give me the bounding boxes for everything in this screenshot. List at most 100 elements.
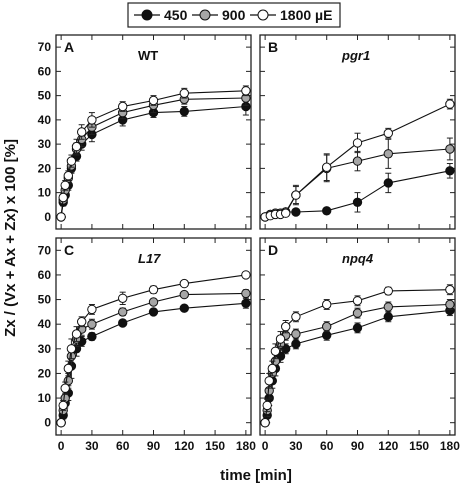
panel-letter: D [268,242,278,258]
data-point [352,138,363,148]
panel-a: 0 10 20 30 40 50 60 70 A WT [38,34,252,230]
data-point [445,285,455,295]
x-tick-label: 120 [174,439,194,453]
data-point [352,296,363,306]
y-tick-label: 0 [44,416,51,430]
y-tick-label: 40 [38,317,52,331]
y-tick-label: 10 [38,391,52,405]
legend-marker-900 [199,9,211,21]
plot-frame [55,237,252,436]
data-point [63,363,74,374]
panel-letter: B [268,39,278,55]
x-tick-label: 150 [205,439,225,453]
legend-item-900: 900 [192,7,246,23]
x-tick-label: 90 [147,439,161,453]
data-point [87,304,97,315]
data-point [445,299,455,310]
data-point [322,330,332,340]
y-tick-label: 70 [38,243,52,257]
data-point [66,344,77,354]
data-point [241,298,251,308]
panel-title: WT [138,48,158,63]
y-tick-label: 30 [38,342,52,356]
data-point [63,171,74,181]
legend-item-1800: 1800 µE [250,7,332,23]
data-point [264,376,274,386]
legend-label-1800: 1800 µE [280,7,332,23]
data-point [148,95,159,106]
x-tick-label: 60 [320,439,334,453]
legend-label-450: 450 [164,7,188,23]
data-point [322,162,332,172]
data-point [58,400,68,411]
data-point [118,293,128,303]
data-point [383,128,393,138]
data-point [352,323,363,333]
legend-item-450: 450 [134,7,188,23]
data-point [87,115,97,125]
x-tick-label: 0 [58,439,65,453]
data-point [56,418,66,428]
data-point [77,127,87,137]
data-point [383,302,393,312]
y-tick-label: 60 [38,268,52,282]
panel-letter: C [64,242,74,258]
data-point [179,289,190,300]
data-point [118,307,128,317]
y-tick-label: 60 [38,64,52,78]
data-point [291,207,301,217]
data-point [270,346,281,356]
legend-marker-1800 [257,9,269,21]
panel-letter: A [64,39,74,55]
data-point [58,192,68,203]
data-point [179,303,190,313]
data-point [179,106,190,117]
data-point [118,101,128,112]
data-point [148,307,159,317]
y-tick-label: 40 [38,113,52,127]
data-point [445,166,455,176]
data-point [383,286,393,296]
data-point [445,144,455,154]
panel-title: pgr1 [341,48,370,63]
data-point [118,318,128,328]
data-point [291,190,301,200]
panel-title: L17 [138,251,161,266]
data-point [267,363,277,374]
x-tick-label: 60 [116,439,130,453]
data-point [148,297,159,307]
data-point [275,334,286,344]
data-point [66,156,77,166]
x-axis-title: time [min] [220,467,292,484]
data-point [87,319,97,329]
data-point [445,99,455,109]
x-tick-label: 30 [85,439,99,453]
data-point [291,312,301,322]
y-tick-label: 30 [38,137,52,151]
y-tick-label: 20 [38,161,52,175]
data-point [383,312,393,322]
y-tick-label: 50 [38,89,52,103]
data-point [241,86,251,96]
data-point [383,178,393,188]
data-point [291,329,301,339]
y-tick-label: 70 [38,40,52,54]
data-point [241,288,251,299]
data-point [383,149,393,159]
x-tick-label: 30 [289,439,303,453]
data-point [281,321,291,332]
panel-c: 0 10 20 30 40 50 60 70 0 30 60 90 120 150 180 C L17 [38,237,256,453]
data-point [291,339,301,349]
data-point [260,418,270,428]
legend-label-900: 900 [222,7,246,23]
data-point [281,208,291,218]
data-point [322,321,332,332]
x-tick-label: 0 [262,439,269,453]
x-tick-label: 180 [440,439,460,453]
data-point [322,206,332,216]
data-point [179,88,190,98]
data-point [352,308,363,318]
y-tick-label: 50 [38,293,52,307]
